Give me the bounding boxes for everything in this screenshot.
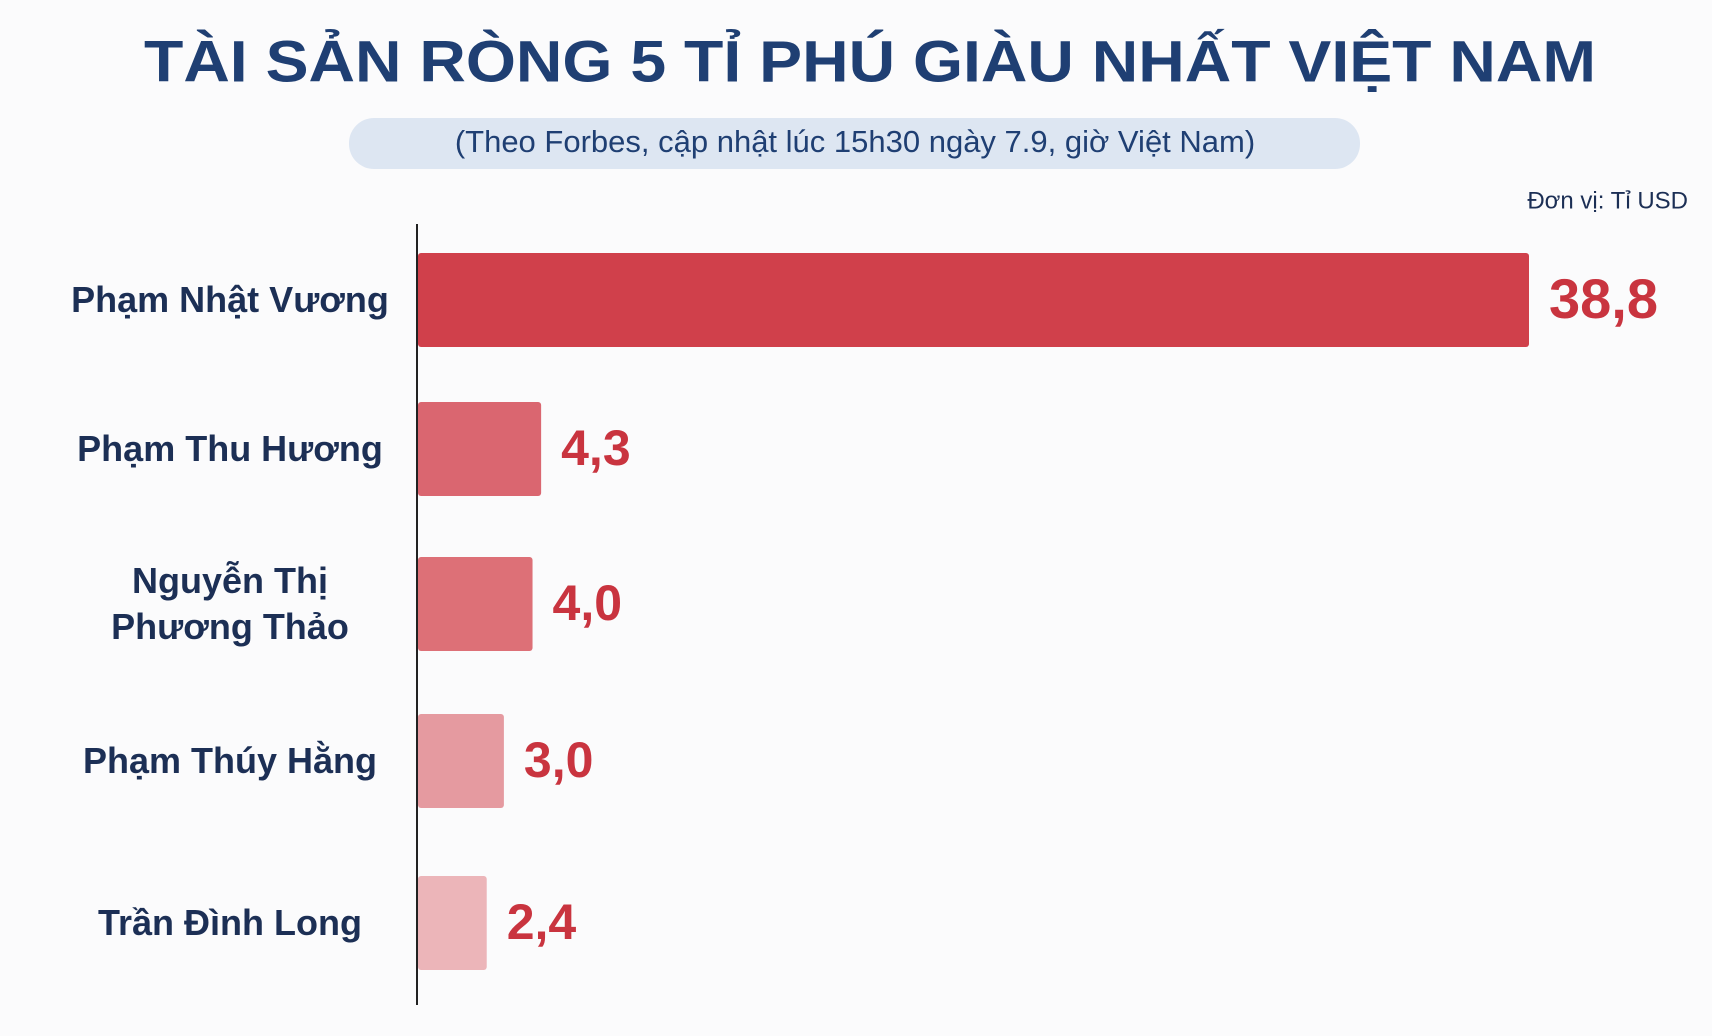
category-label: Trần Đình Long — [98, 902, 362, 943]
bar — [418, 253, 1529, 347]
category-label: Phạm Thúy Hằng — [82, 740, 378, 781]
unit-label: Đơn vị: Tỉ USD — [1527, 187, 1688, 214]
subtitle-pill — [349, 118, 1360, 169]
bar — [418, 402, 542, 496]
category-label: Nguyễn Thị Phương Thảo — [111, 560, 349, 647]
category-label: Phạm Nhật Vương — [71, 279, 389, 320]
chart-subtitle: (Theo Forbes, cập nhật lúc 15h30 ngày 7.… — [455, 124, 1255, 159]
bar — [418, 876, 487, 970]
value-label: 3,0 — [524, 732, 594, 788]
value-label: 4,3 — [561, 420, 631, 476]
bar — [418, 714, 504, 808]
value-label: 2,4 — [507, 894, 577, 950]
chart-title: TÀI SẢN RÒNG 5 TỈ PHÚ GIÀU NHẤT VIỆT NAM — [144, 29, 1596, 94]
category-label: Phạm Thu Hương — [77, 428, 383, 469]
value-label: 4,0 — [553, 575, 623, 631]
bar — [418, 557, 533, 651]
value-label: 38,8 — [1549, 267, 1658, 330]
